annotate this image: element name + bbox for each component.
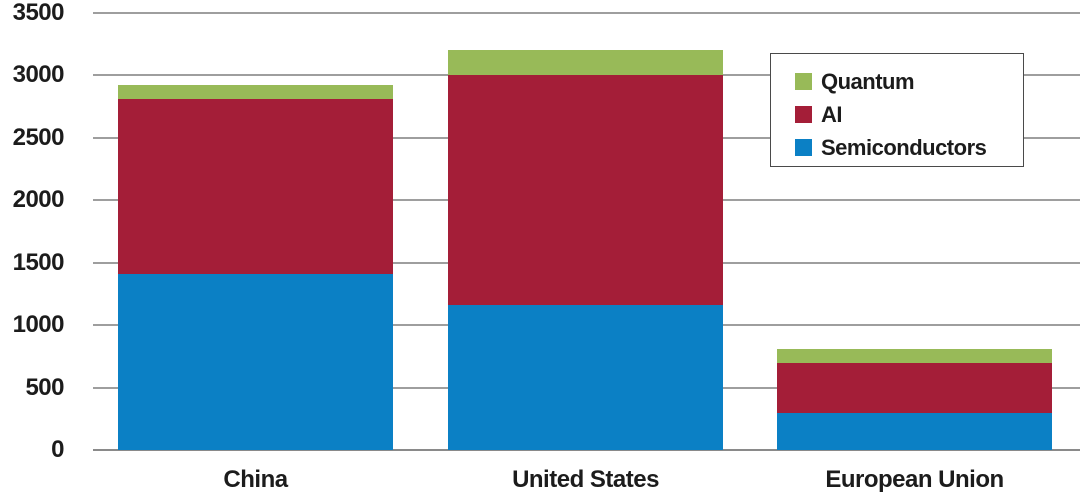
bar-segment-ai-china: [118, 99, 393, 274]
legend-item-semiconductors: Semiconductors: [795, 131, 1023, 164]
y-tick-label-1000: 1000: [12, 311, 65, 339]
y-tick-label-3500: 3500: [12, 0, 65, 26]
legend-item-ai: AI: [795, 98, 1023, 131]
y-tick-label-500: 500: [25, 373, 64, 401]
legend-label-quantum: Quantum: [821, 68, 915, 94]
legend-label-semiconductors: Semiconductors: [821, 134, 987, 160]
y-tick-label-1500: 1500: [12, 248, 65, 276]
legend: Quantum AI Semiconductors: [770, 53, 1024, 167]
legend-swatch-ai: [795, 106, 812, 123]
y-tick-label-0: 0: [51, 436, 64, 463]
x-axis-baseline: [93, 449, 1080, 451]
bar-segment-semiconductors-european-union: [777, 413, 1052, 450]
x-category-label-united-states: United States: [512, 466, 659, 493]
legend-item-quantum: Quantum: [795, 65, 1023, 98]
legend-swatch-semiconductors: [795, 139, 812, 156]
bar-segment-semiconductors-china: [118, 273, 393, 450]
legend-swatch-quantum: [795, 73, 812, 90]
bar-segment-ai-european-union: [777, 363, 1052, 414]
x-category-label-china: China: [223, 466, 288, 493]
y-tick-label-2500: 2500: [12, 123, 65, 151]
bar-segment-quantum-european-union: [777, 348, 1052, 364]
gridline-3500: [93, 12, 1080, 14]
bar-segment-quantum-united-states: [448, 50, 723, 76]
bar-segment-ai-united-states: [448, 75, 723, 306]
x-category-label-european-union: European Union: [825, 466, 1004, 493]
bar-segment-quantum-china: [118, 85, 393, 100]
legend-label-ai: AI: [821, 101, 843, 127]
y-tick-label-3000: 3000: [12, 61, 65, 89]
y-tick-label-2000: 2000: [12, 186, 65, 214]
bar-segment-semiconductors-united-states: [448, 305, 723, 450]
